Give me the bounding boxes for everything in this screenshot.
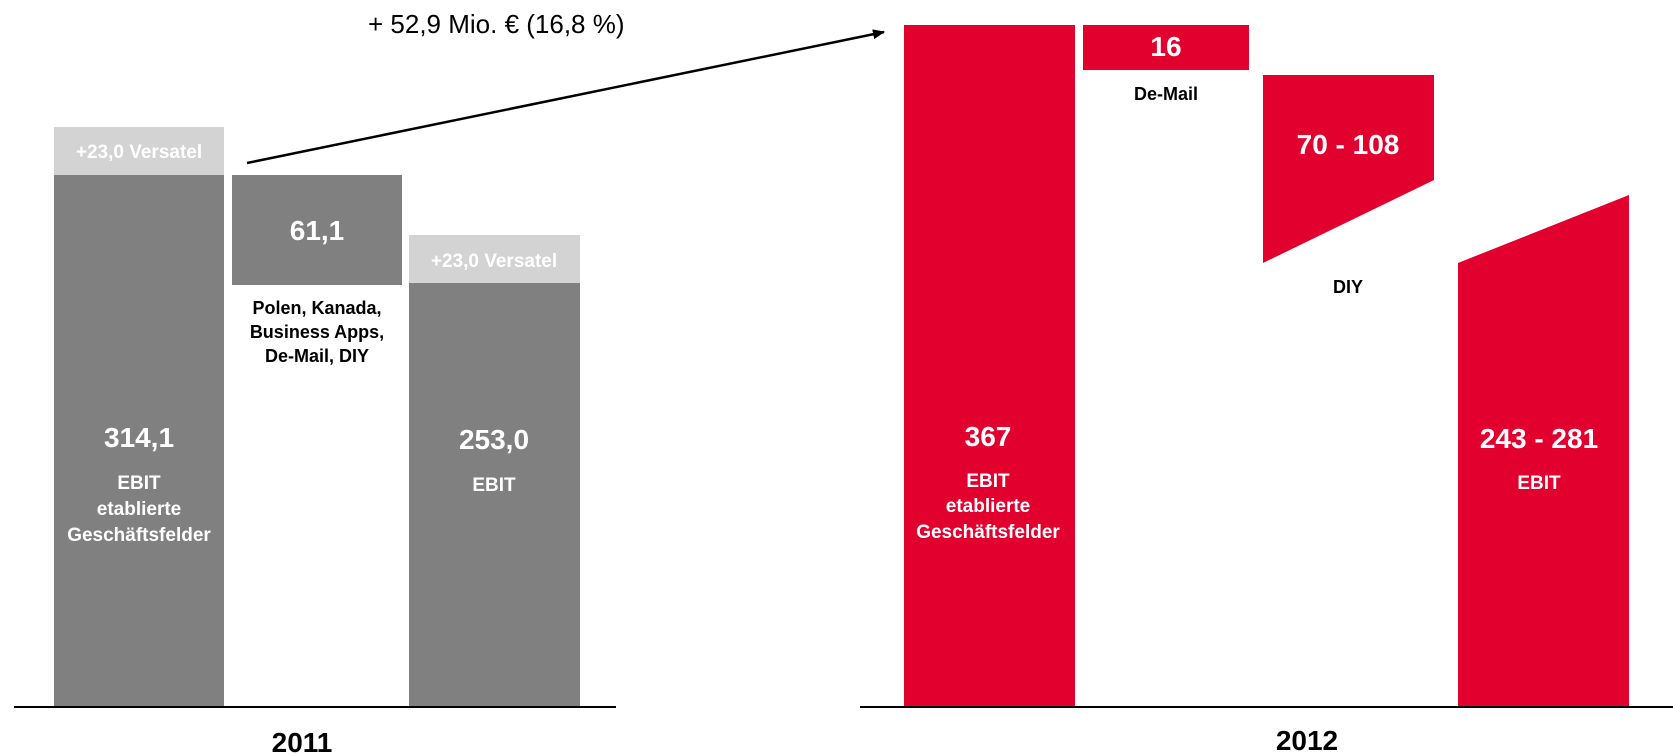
bar-2011-new-businesses <box>232 175 402 285</box>
bar-2011-ebit-established-label-1: EBIT <box>117 473 161 494</box>
bar-2012-ebit-established <box>904 25 1075 706</box>
bar-2011-ebit-versatel-addon <box>409 235 580 283</box>
bar-2012-de-mail-label: De-Mail <box>1134 84 1198 104</box>
bar-2012-ebit-established-label-1: EBIT <box>966 471 1010 492</box>
bar-2011-ebit-established <box>54 175 224 706</box>
chart-2012: 367 EBIT etablierte Geschäftsfelder 16 D… <box>860 25 1673 756</box>
year-label-2011: 2011 <box>272 727 333 756</box>
bar-2012-diy-label: DIY <box>1333 277 1363 297</box>
year-label-2012: 2012 <box>1276 725 1338 756</box>
bar-2012-ebit-label-1: EBIT <box>1517 473 1561 494</box>
bar-2012-ebit <box>1458 195 1629 706</box>
growth-annotation: + 52,9 Mio. € (16,8 %) <box>368 9 625 39</box>
bar-2012-de-mail-value: 16 <box>1150 31 1181 62</box>
bar-2011-new-businesses-label-1: Polen, Kanada, <box>252 298 381 318</box>
bar-2011-ebit-versatel-addon-label: +23,0 Versatel <box>431 251 557 272</box>
bar-2012-diy-value: 70 - 108 <box>1297 129 1400 160</box>
bar-2011-new-businesses-label-3: De-Mail, DIY <box>265 346 369 366</box>
bar-2011-ebit-established-value: 314,1 <box>104 422 174 453</box>
bar-2011-versatel-addon <box>54 127 224 175</box>
bar-2011-ebit-label-1: EBIT <box>472 475 516 496</box>
chart-2011: +23,0 Versatel 314,1 EBIT etablierte Ges… <box>14 127 616 756</box>
bar-2011-versatel-addon-label: +23,0 Versatel <box>76 142 202 163</box>
bar-2011-ebit-value: 253,0 <box>459 424 529 455</box>
bar-2012-de-mail <box>1083 25 1249 70</box>
bar-2012-ebit-established-value: 367 <box>965 421 1012 452</box>
growth-arrow <box>246 29 885 165</box>
bar-2011-new-businesses-value: 61,1 <box>290 215 345 246</box>
bar-2012-ebit-value: 243 - 281 <box>1480 423 1598 454</box>
bar-2012-diy <box>1263 75 1434 263</box>
bar-2012-ebit-established-label-2: etablierte <box>946 496 1030 517</box>
bar-2011-ebit-established-label-3: Geschäftsfelder <box>67 525 211 546</box>
bar-2012-ebit-established-label-3: Geschäftsfelder <box>916 522 1060 543</box>
bar-2011-new-businesses-label-2: Business Apps, <box>250 322 384 342</box>
bar-2011-ebit-established-label-2: etablierte <box>97 499 181 520</box>
bar-2011-ebit <box>409 283 580 706</box>
